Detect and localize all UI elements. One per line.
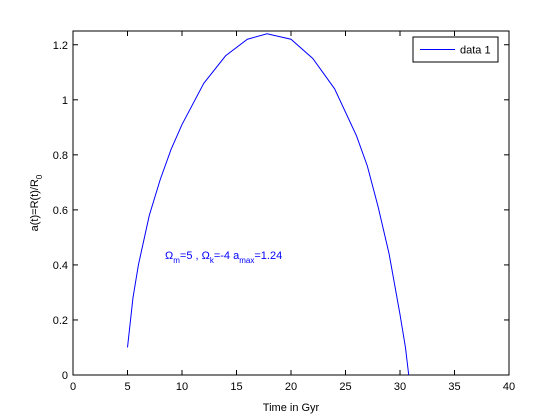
x-tick-label: 35: [448, 381, 460, 393]
data-line: [127, 33, 410, 376]
x-tick-label: 40: [503, 381, 515, 393]
annotation: Ωm=5 , Ωk=-4 amax=1.24: [165, 250, 282, 265]
legend-label: data 1: [460, 45, 491, 57]
axes-box: [72, 30, 510, 376]
x-tick-label: 20: [285, 381, 297, 393]
x-tick-label: 10: [176, 381, 188, 393]
y-tick-label: 0.6: [53, 205, 68, 217]
annotation-text: =1.24: [254, 250, 282, 262]
x-tick-label: 15: [230, 381, 242, 393]
y-axis-label: a(t)=R(t)/R0: [29, 174, 44, 231]
x-tick-label: 5: [124, 381, 130, 393]
y-tick-label: 0.4: [53, 260, 68, 272]
annotation-text: Ω: [165, 250, 173, 262]
y-tick-label: 0: [62, 370, 68, 382]
annotation-sub: m: [173, 256, 180, 265]
y-tick-label: 0.2: [53, 315, 68, 327]
x-tick-label: 30: [394, 381, 406, 393]
annotation-sub: max: [239, 256, 254, 265]
annotation-sub: k: [210, 256, 215, 265]
x-tick-label: 25: [339, 381, 351, 393]
y-tick-label: 1.2: [53, 40, 68, 52]
y-axis-label-text: a(t)=R(t)/R: [29, 179, 41, 231]
annotation-text: =-4 a: [214, 250, 240, 262]
annotation-text: =5 , Ω: [180, 250, 210, 262]
y-tick-label: 1: [62, 95, 68, 107]
y-axis-label-sub: 0: [35, 174, 44, 179]
x-tick-label: 0: [70, 381, 76, 393]
y-tick-label: 0.8: [53, 150, 68, 162]
x-axis-label: Time in Gyr: [263, 402, 320, 414]
